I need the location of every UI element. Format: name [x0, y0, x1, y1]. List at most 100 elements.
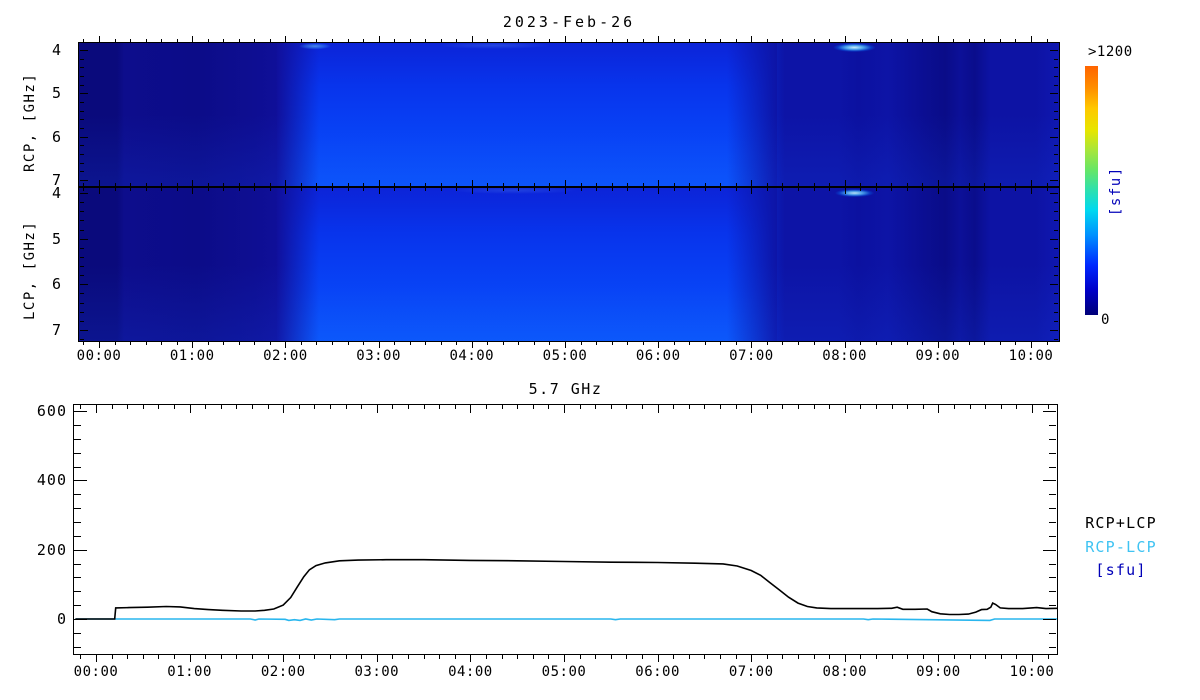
tick-mark [1054, 311, 1058, 313]
tick-mark [80, 145, 84, 147]
tick-mark [533, 342, 535, 345]
tick-mark [1054, 127, 1058, 129]
tick-mark [269, 188, 271, 191]
tick-mark [937, 342, 939, 348]
tick-mark [565, 180, 566, 186]
tick-mark [1049, 424, 1056, 426]
tick-mark [1054, 211, 1058, 213]
tick-mark [161, 188, 163, 191]
spectrogram-time-tick-label: 06:00 [635, 348, 681, 364]
tick-mark [440, 342, 442, 345]
tick-mark [254, 39, 256, 42]
tick-mark [142, 405, 144, 409]
tick-mark [1054, 162, 1058, 164]
tick-mark [611, 183, 613, 186]
tick-mark [1046, 188, 1048, 191]
colorbar-unit-label: [sfu] [1108, 166, 1124, 216]
tick-mark [80, 405, 82, 409]
tick-mark [1050, 238, 1058, 240]
tick-mark [314, 655, 316, 659]
tick-mark [579, 655, 581, 659]
tick-mark [999, 39, 1001, 42]
tick-mark [223, 188, 225, 191]
timeseries-time-tick-label: 04:00 [448, 664, 493, 680]
page-title-date: 2023-Feb-26 [502, 13, 636, 31]
tick-mark [80, 179, 88, 181]
tick-mark [798, 342, 799, 345]
tick-mark [80, 211, 84, 213]
tick-mark [1032, 405, 1033, 413]
tick-mark [80, 202, 84, 204]
rcp-vertical-shade [79, 43, 1059, 186]
tick-mark [238, 39, 240, 42]
tick-mark [829, 655, 831, 659]
tick-mark [74, 411, 87, 413]
tick-mark [409, 183, 411, 186]
tick-mark [392, 655, 394, 659]
spectrogram-time-tick-label: 02:00 [263, 348, 308, 364]
tick-mark [378, 342, 380, 348]
tick-mark [596, 342, 598, 345]
tick-mark [1032, 655, 1033, 662]
tick-mark [580, 188, 582, 191]
tick-mark [720, 655, 721, 659]
tick-mark [1043, 549, 1056, 551]
tick-mark [316, 183, 318, 186]
tick-mark [74, 632, 81, 634]
tick-mark [130, 188, 132, 191]
rcp-freq-tick-label: 6 [51, 127, 62, 146]
tick-mark [74, 494, 81, 496]
tick-mark [735, 655, 737, 659]
timeseries-title: 5.7 GHz [528, 380, 603, 398]
tick-mark [408, 405, 409, 409]
tick-mark [425, 342, 427, 345]
tick-mark [766, 405, 768, 409]
lcp-freq-tick-label: 7 [51, 321, 62, 339]
tick-mark [80, 67, 84, 69]
tick-mark [83, 183, 85, 186]
tick-mark [285, 36, 287, 42]
tick-mark [145, 342, 147, 345]
tick-mark [145, 183, 147, 186]
tick-mark [518, 342, 520, 345]
tick-mark [456, 183, 458, 186]
rcp-axis-label: RCP, [GHz] [22, 72, 38, 172]
tick-mark [127, 655, 129, 659]
tick-mark [189, 655, 191, 662]
tick-mark [1049, 563, 1056, 565]
tick-mark [533, 39, 535, 42]
tick-mark [363, 183, 365, 186]
tick-mark [254, 183, 256, 186]
tick-mark [876, 655, 877, 659]
tick-mark [394, 39, 396, 42]
tick-mark [502, 188, 504, 191]
tick-mark [533, 183, 535, 186]
tick-mark [860, 342, 862, 345]
tick-mark [114, 342, 116, 345]
tick-mark [376, 405, 378, 413]
tick-mark [80, 339, 84, 341]
tick-mark [114, 188, 116, 191]
tick-mark [1050, 50, 1058, 51]
tick-mark [1054, 293, 1058, 295]
tick-mark [549, 183, 551, 186]
spectrogram-time-tick-label: 04:00 [449, 348, 495, 364]
tick-mark [720, 39, 722, 42]
tick-mark [236, 655, 238, 659]
tick-mark [1054, 266, 1058, 268]
tick-mark [363, 188, 365, 191]
tick-mark [74, 438, 81, 440]
tick-mark [735, 183, 737, 186]
tick-mark [844, 655, 846, 662]
tick-mark [860, 655, 862, 659]
tick-mark [1049, 591, 1056, 593]
tick-mark [595, 655, 597, 659]
flux-y-tick-label: 600 [36, 402, 67, 421]
tick-mark [844, 36, 846, 42]
tick-mark [394, 188, 396, 191]
tick-mark [1031, 180, 1032, 186]
tick-mark [332, 183, 333, 186]
tick-mark [611, 188, 613, 191]
tick-mark [860, 405, 862, 409]
